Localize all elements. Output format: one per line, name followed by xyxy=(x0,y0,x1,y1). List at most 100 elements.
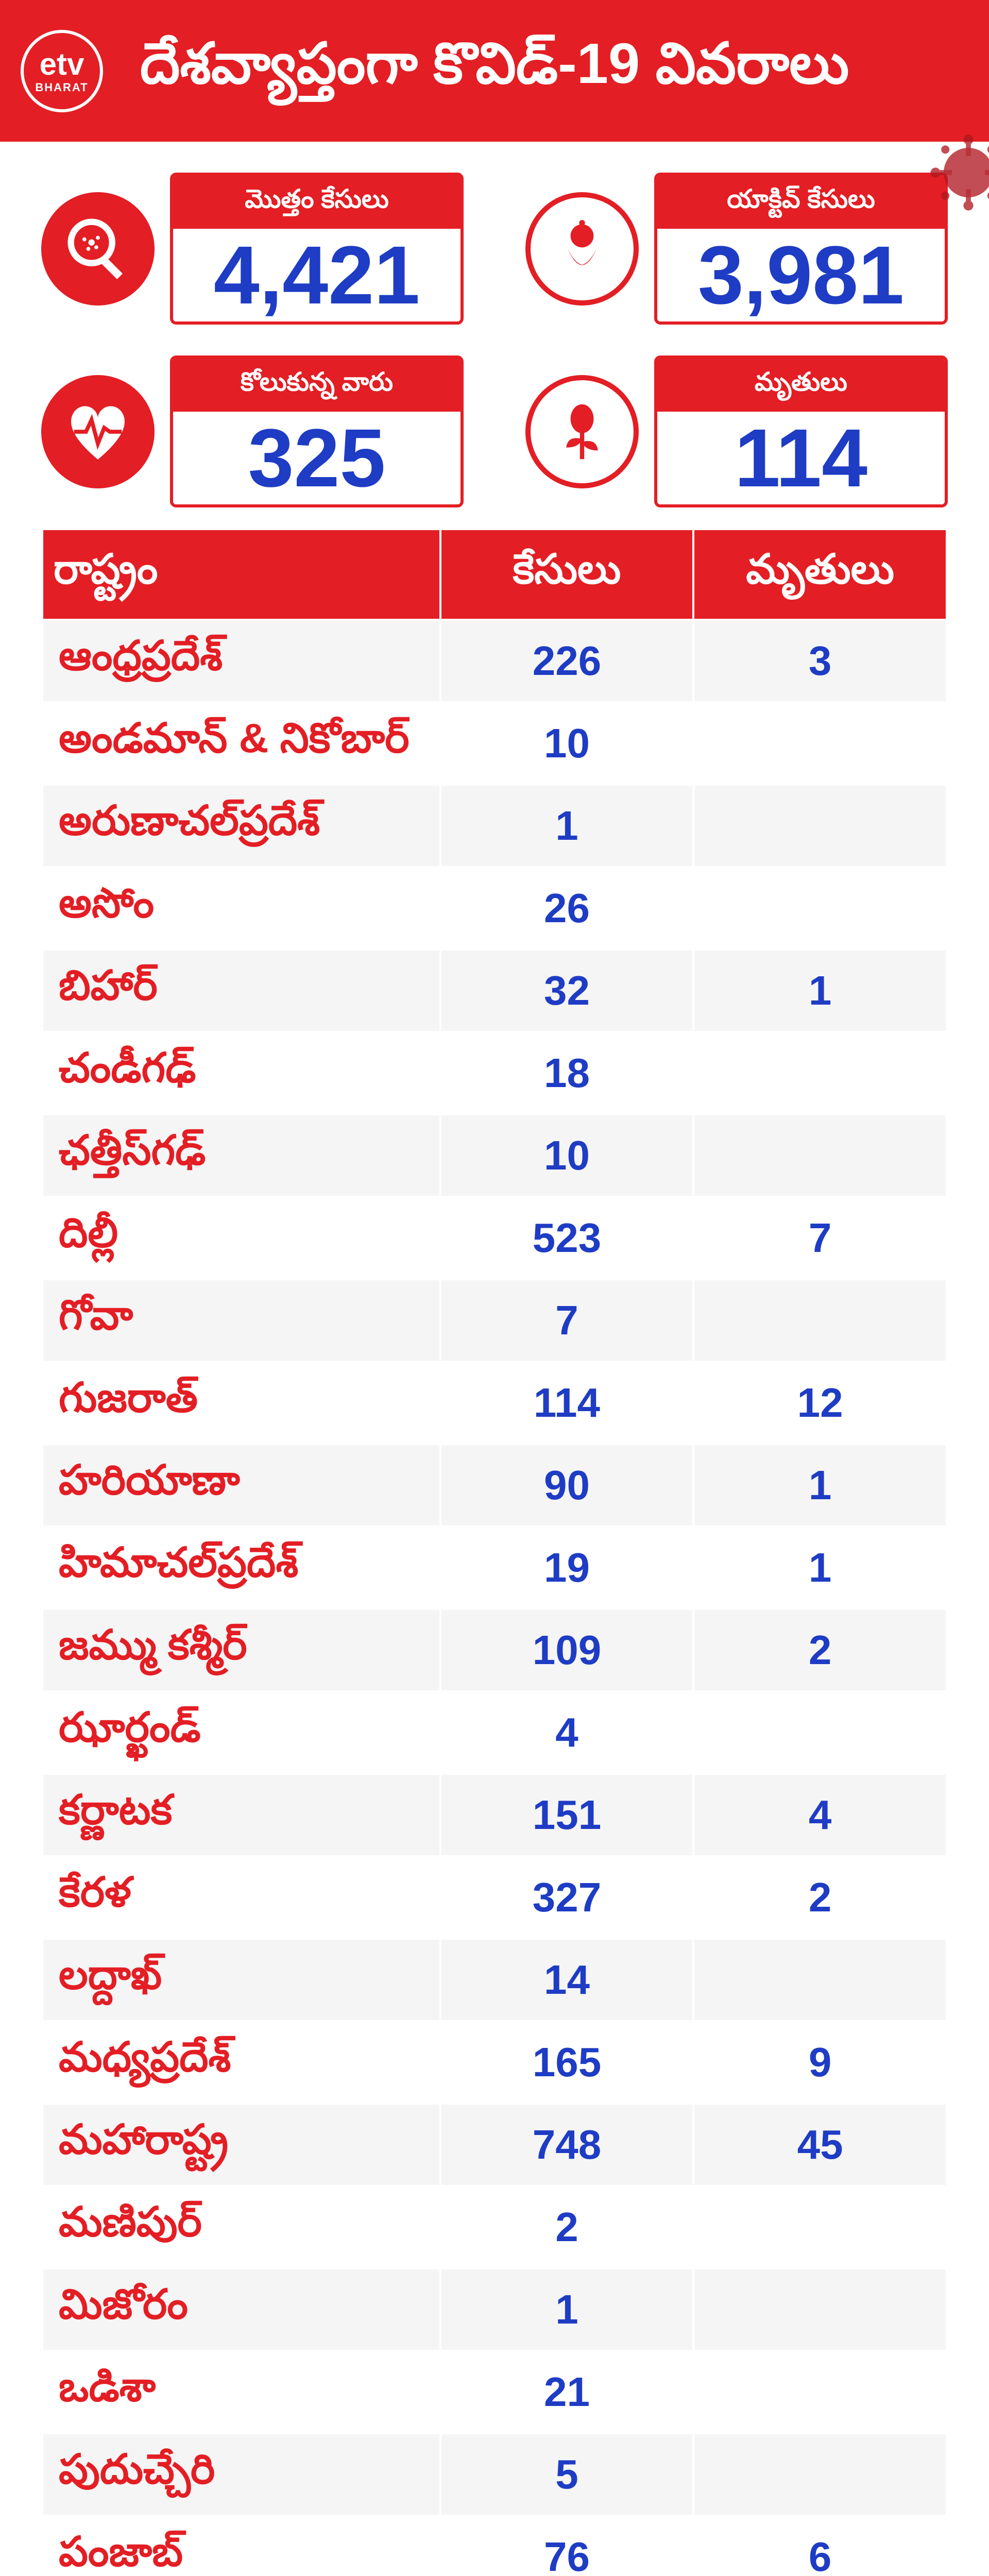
virus-decor-top-right-icon xyxy=(927,131,989,214)
table-row: మధ్యప్రదేశ్1659 xyxy=(42,2021,947,2104)
cell-cases: 114 xyxy=(440,1362,694,1444)
cell-deaths xyxy=(693,2351,947,2433)
table-header-row: రాష్ట్రం కేసులు మృతులు xyxy=(42,529,947,620)
cell-deaths: 4 xyxy=(693,1774,947,1856)
cell-state: ఆంధ్రప్రదేశ్ xyxy=(42,620,440,702)
cell-cases: 1 xyxy=(440,785,694,867)
cell-deaths xyxy=(693,867,947,950)
cell-state: పుదుచ్చేరి xyxy=(42,2433,440,2516)
cell-state: అరుణాచల్‌ప్రదేశ్ xyxy=(42,785,440,867)
stat-card-recovered: కోలుకున్న వారు 325 xyxy=(41,355,464,507)
cell-cases: 226 xyxy=(440,620,694,702)
stat-label: మొత్తం కేసులు xyxy=(173,176,461,229)
table-row: ఒడిశా21 xyxy=(42,2351,947,2433)
stat-label: యాక్టివ్ కేసులు xyxy=(657,176,945,229)
summary-stats-area: మొత్తం కేసులు 4,421 యాక్టివ్ కేసులు 3,98… xyxy=(0,142,989,528)
cell-deaths xyxy=(693,2433,947,2516)
table-row: దిల్లీ5237 xyxy=(42,1197,947,1279)
table-row: లద్దాఖ్14 xyxy=(42,1939,947,2021)
cell-deaths xyxy=(693,1279,947,1362)
baby-icon xyxy=(525,192,639,306)
cell-state: ఝార్ఖండ్ xyxy=(42,1691,440,1774)
cell-deaths xyxy=(693,1691,947,1774)
table-row: జమ్ము కశ్మీర్1092 xyxy=(42,1609,947,1691)
cell-cases: 4 xyxy=(440,1691,694,1774)
logo-top-text: etv xyxy=(35,47,88,81)
cell-cases: 90 xyxy=(440,1444,694,1527)
cell-state: మణిపుర్ xyxy=(42,2186,440,2268)
cell-cases: 21 xyxy=(440,2351,694,2433)
stat-value: 325 xyxy=(173,412,461,504)
table-row: గుజరాత్11412 xyxy=(42,1362,947,1444)
cell-deaths xyxy=(693,2186,947,2268)
cell-cases: 14 xyxy=(440,1939,694,2021)
stats-grid: మొత్తం కేసులు 4,421 యాక్టివ్ కేసులు 3,98… xyxy=(41,173,948,507)
cell-cases: 18 xyxy=(440,1032,694,1114)
cell-state: మహారాష్ట్ర xyxy=(42,2104,440,2186)
cell-state: హిమాచల్‌ప్రదేశ్ xyxy=(42,1527,440,1609)
col-header-cases: కేసులు xyxy=(440,529,694,620)
cell-deaths xyxy=(693,702,947,785)
cell-state: కర్ణాటక xyxy=(42,1774,440,1856)
cell-cases: 26 xyxy=(440,867,694,950)
cell-cases: 165 xyxy=(440,2021,694,2104)
table-body: ఆంధ్రప్రదేశ్2263అండమాన్ & నికోబార్10అరుణ… xyxy=(42,620,947,2576)
table-row: గోవా7 xyxy=(42,1279,947,1362)
cell-cases: 10 xyxy=(440,702,694,785)
cell-state: మధ్యప్రదేశ్ xyxy=(42,2021,440,2104)
cell-cases: 7 xyxy=(440,1279,694,1362)
cell-state: ఒడిశా xyxy=(42,2351,440,2433)
state-table-wrap: రాష్ట్రం కేసులు మృతులు ఆంధ్రప్రదేశ్2263అ… xyxy=(0,528,989,2576)
cell-deaths: 45 xyxy=(693,2104,947,2186)
stat-box: కోలుకున్న వారు 325 xyxy=(170,355,464,507)
cell-deaths: 2 xyxy=(693,1609,947,1691)
cell-cases: 327 xyxy=(440,1856,694,1939)
cell-cases: 32 xyxy=(440,950,694,1032)
table-row: అండమాన్ & నికోబార్10 xyxy=(42,702,947,785)
table-row: పుదుచ్చేరి5 xyxy=(42,2433,947,2516)
table-row: బిహార్321 xyxy=(42,950,947,1032)
cell-state: దిల్లీ xyxy=(42,1197,440,1279)
cell-state: మిజోరం xyxy=(42,2268,440,2351)
table-row: కర్ణాటక1514 xyxy=(42,1774,947,1856)
cell-deaths xyxy=(693,785,947,867)
cell-state: అసోం xyxy=(42,867,440,950)
cell-state: గోవా xyxy=(42,1279,440,1362)
table-row: ఛత్తీస్‌గఢ్10 xyxy=(42,1114,947,1197)
stat-box: మొత్తం కేసులు 4,421 xyxy=(170,173,464,325)
cell-cases: 10 xyxy=(440,1114,694,1197)
etv-bharat-logo: etv BHARAT xyxy=(21,30,103,112)
page-container: etv BHARAT దేశవ్యాప్తంగా కొవిడ్-19 వివరా… xyxy=(0,0,989,2576)
cell-state: చండీగఢ్ xyxy=(42,1032,440,1114)
table-row: ఝార్ఖండ్4 xyxy=(42,1691,947,1774)
cell-deaths: 1 xyxy=(693,1444,947,1527)
cell-cases: 523 xyxy=(440,1197,694,1279)
stat-label: మృతులు xyxy=(657,359,945,412)
cell-state: జమ్ము కశ్మీర్ xyxy=(42,1609,440,1691)
magnifier-virus-icon xyxy=(41,192,155,306)
table-row: పంజాబ్766 xyxy=(42,2516,947,2576)
cell-deaths: 1 xyxy=(693,950,947,1032)
stat-card-active-cases: యాక్టివ్ కేసులు 3,981 xyxy=(525,173,948,325)
cell-deaths: 2 xyxy=(693,1856,947,1939)
cell-deaths: 9 xyxy=(693,2021,947,2104)
cell-deaths xyxy=(693,1939,947,2021)
table-row: అరుణాచల్‌ప్రదేశ్1 xyxy=(42,785,947,867)
table-row: మణిపుర్2 xyxy=(42,2186,947,2268)
cell-deaths: 6 xyxy=(693,2516,947,2576)
cell-state: బిహార్ xyxy=(42,950,440,1032)
cell-state: అండమాన్ & నికోబార్ xyxy=(42,702,440,785)
stat-value: 4,421 xyxy=(173,229,461,321)
cell-state: లద్దాఖ్ xyxy=(42,1939,440,2021)
col-header-state: రాష్ట్రం xyxy=(42,529,440,620)
cell-cases: 2 xyxy=(440,2186,694,2268)
cell-cases: 109 xyxy=(440,1609,694,1691)
cell-state: ఛత్తీస్‌గఢ్ xyxy=(42,1114,440,1197)
cell-state: హరియాణా xyxy=(42,1444,440,1527)
header-bar: etv BHARAT దేశవ్యాప్తంగా కొవిడ్-19 వివరా… xyxy=(0,0,989,142)
table-row: మహారాష్ట్ర74845 xyxy=(42,2104,947,2186)
cell-cases: 1 xyxy=(440,2268,694,2351)
cell-deaths: 1 xyxy=(693,1527,947,1609)
cell-cases: 76 xyxy=(440,2516,694,2576)
stat-value: 114 xyxy=(657,412,945,504)
